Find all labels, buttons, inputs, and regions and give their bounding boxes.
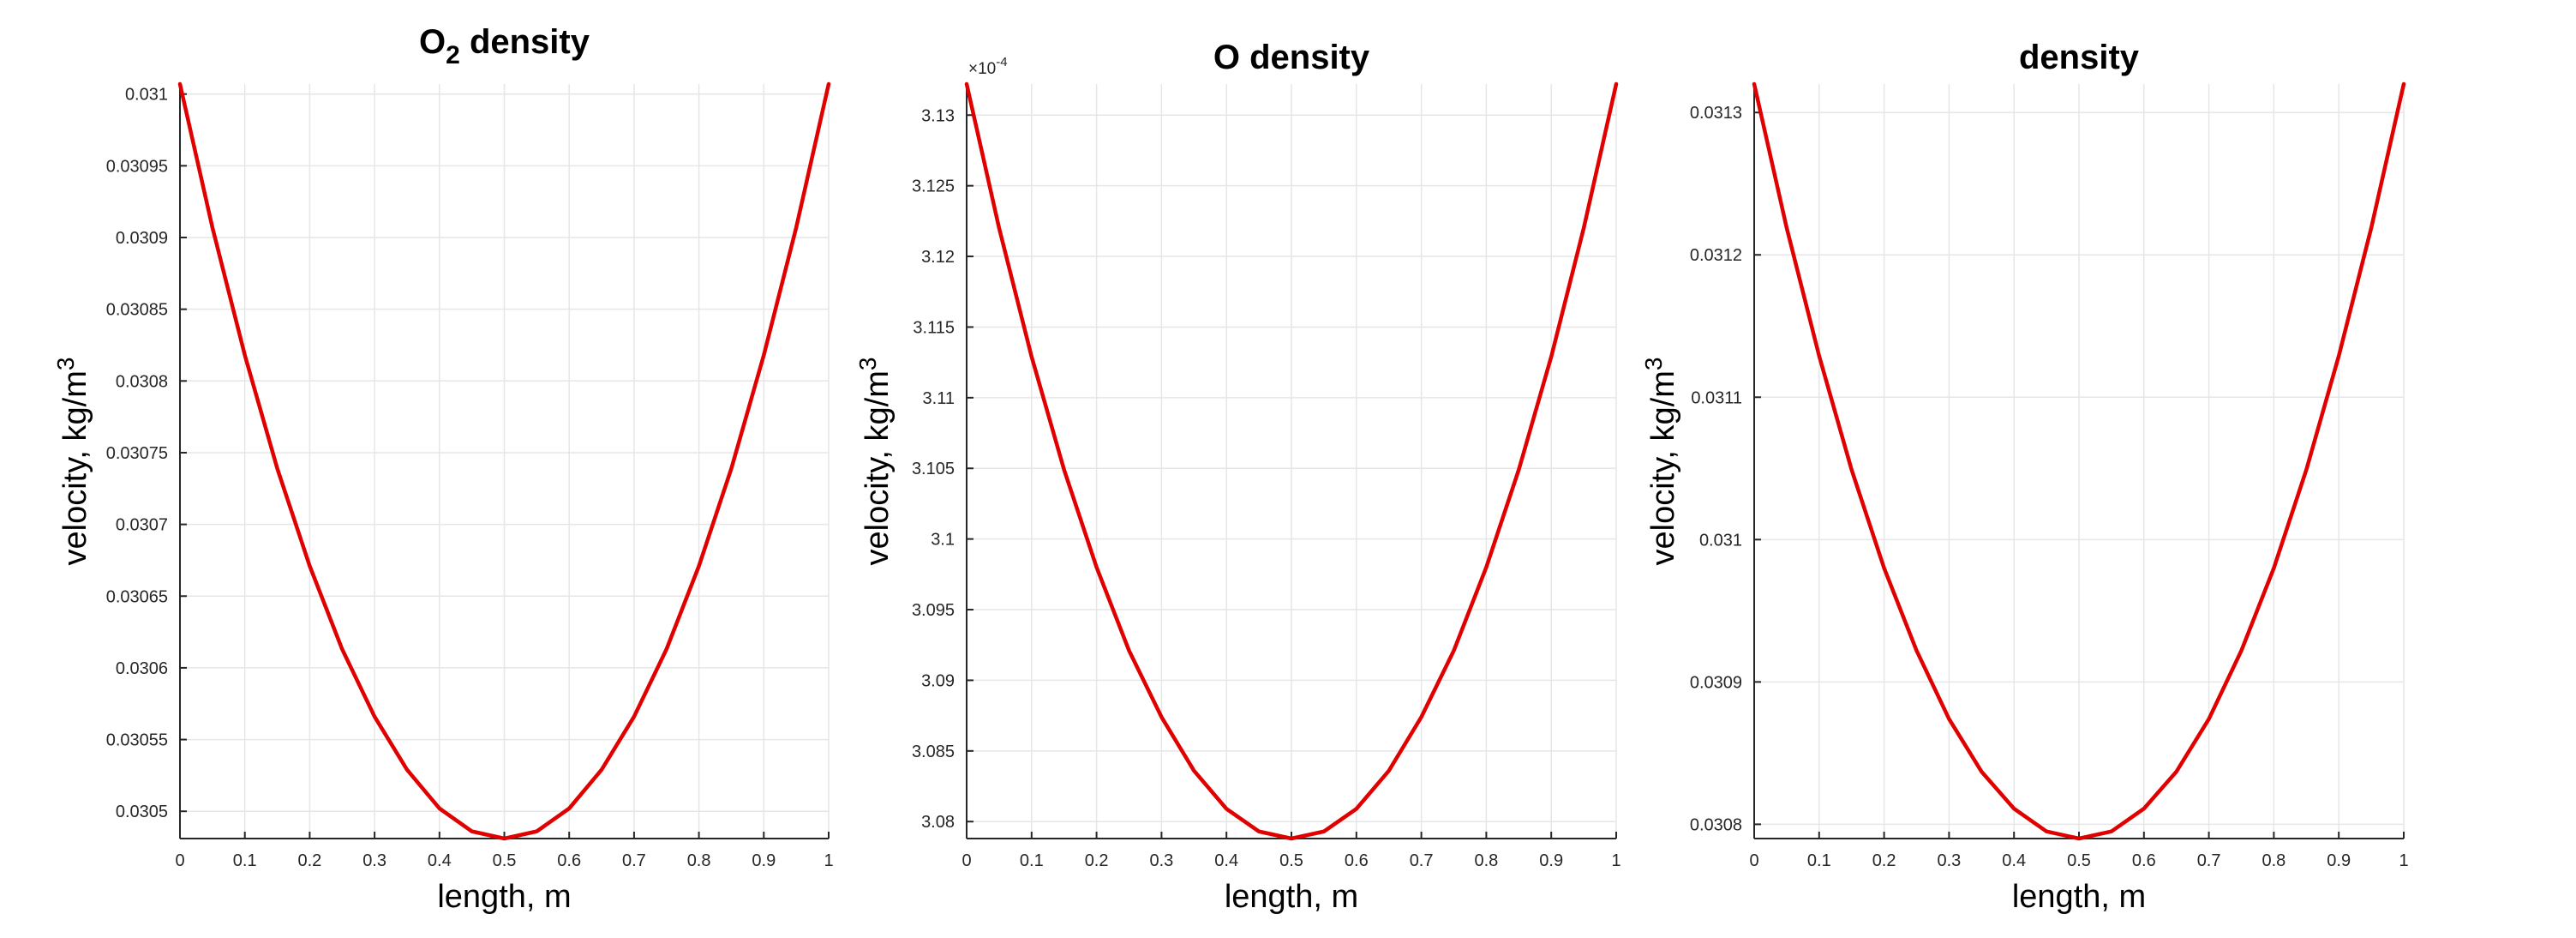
y-tick-label: 0.03085 xyxy=(106,301,168,320)
x-tick-label: 0.8 xyxy=(687,851,711,870)
y-tick-label: 3.13 xyxy=(921,106,955,125)
y-tick-label: 3.095 xyxy=(912,601,955,620)
chart-panel-2: 0 0.1 0.2 0.3 0.4 0.5 0.6 0.7 0.8 0.9 1 3.13 3.125 3.… xyxy=(854,39,1621,915)
x-tick-label: 0.9 xyxy=(2327,851,2351,870)
y-axis-label: velocity, kg/m3 xyxy=(1640,358,1681,566)
y-tick-label: 0.0309 xyxy=(1690,673,1742,692)
y-tick-label: 3.125 xyxy=(912,177,955,196)
y-tick-label: 3.085 xyxy=(912,743,955,761)
series-line xyxy=(177,81,831,841)
y-tick-label: 0.0306 xyxy=(116,659,168,678)
x-tick-label: 0.1 xyxy=(233,851,257,870)
y-axis-label: velocity, kg/m3 xyxy=(52,358,93,566)
x-axis-label: length, m xyxy=(437,879,571,915)
x-tick-label: 0.3 xyxy=(362,851,386,870)
y-tick-label: 0.03075 xyxy=(106,444,168,463)
y-tick-label: 0.0312 xyxy=(1690,246,1742,265)
x-tick-label: 1 xyxy=(1611,851,1620,870)
chart-title: O density xyxy=(1213,39,1370,76)
y-tick-label: 3.115 xyxy=(913,318,955,337)
y-tick-label: 0.03055 xyxy=(106,731,168,750)
y-tick-label: 3.11 xyxy=(923,389,955,408)
chart-panel-3: 0 0.1 0.2 0.3 0.4 0.5 0.6 0.7 0.8 0.9 1 0.0313 0.031… xyxy=(1640,39,2409,915)
x-tick-label: 0.7 xyxy=(622,851,646,870)
y-tick-label: 0.0307 xyxy=(116,516,168,535)
x-tick-label: 0.9 xyxy=(752,851,776,870)
x-tick-label: 0.6 xyxy=(2132,851,2156,870)
x-tick-label: 0.5 xyxy=(493,851,517,870)
y-tick-label: 3.105 xyxy=(912,460,955,478)
y-axis-label: velocity, kg/m3 xyxy=(854,358,896,566)
x-tick-label: 0.7 xyxy=(1410,851,1434,870)
series-line xyxy=(1752,81,2406,841)
x-tick-label: 1 xyxy=(824,851,833,870)
chart-panel-1: 0 0.1 0.2 0.3 0.4 0.5 0.6 0.7 0.8 0.9 1 0.031 0.0309… xyxy=(52,23,834,915)
y-tick-label: 0.03095 xyxy=(106,157,168,176)
x-tick-label: 0.9 xyxy=(1539,851,1563,870)
x-tick-label: 0.5 xyxy=(1279,851,1303,870)
y-tick-label: 3.09 xyxy=(921,671,955,690)
x-axis-label: length, m xyxy=(1225,879,1358,915)
x-tick-label: 0.5 xyxy=(2067,851,2091,870)
y-tick-label: 0.03065 xyxy=(106,587,168,606)
x-tick-label: 0 xyxy=(1749,851,1758,870)
x-tick-label: 0.6 xyxy=(557,851,581,870)
x-tick-label: 0.6 xyxy=(1345,851,1369,870)
x-tick-label: 0.2 xyxy=(1872,851,1896,870)
y-tick-label: 0.0308 xyxy=(1690,815,1742,834)
x-axis-label: length, m xyxy=(2012,879,2146,915)
y-tick-label: 3.12 xyxy=(921,248,955,267)
x-tick-label: 0.1 xyxy=(1807,851,1831,870)
x-tick-label: 0.8 xyxy=(2261,851,2285,870)
y-tick-label: 0.0308 xyxy=(116,372,168,391)
y-tick-label: 0.031 xyxy=(1699,531,1742,550)
y-tick-label: 3.1 xyxy=(931,531,955,550)
y-tick-label: 3.08 xyxy=(921,813,955,832)
y-exponent-label: ×10-4 xyxy=(968,55,1008,78)
y-tick-label: 0.0311 xyxy=(1691,388,1742,407)
y-tick-label: 0.0313 xyxy=(1690,104,1742,123)
y-tick-label: 0.031 xyxy=(125,86,168,105)
x-tick-label: 0.3 xyxy=(1937,851,1961,870)
x-tick-label: 0.3 xyxy=(1149,851,1173,870)
x-tick-label: 0.4 xyxy=(2002,851,2026,870)
x-tick-label: 0.7 xyxy=(2197,851,2221,870)
y-tick-label: 0.0309 xyxy=(116,229,168,248)
x-tick-label: 0 xyxy=(175,851,184,870)
x-tick-label: 0.4 xyxy=(428,851,452,870)
x-tick-label: 0.1 xyxy=(1020,851,1044,870)
x-tick-label: 0.2 xyxy=(297,851,321,870)
series-line xyxy=(964,81,1619,841)
x-tick-label: 0.4 xyxy=(1214,851,1238,870)
x-tick-label: 0.8 xyxy=(1474,851,1498,870)
x-tick-label: 0 xyxy=(962,851,971,870)
y-tick-label: 0.0305 xyxy=(116,803,168,821)
x-tick-label: 1 xyxy=(2399,851,2408,870)
x-tick-label: 0.2 xyxy=(1085,851,1109,870)
chart-title: O2 density xyxy=(419,23,590,69)
chart-title: density xyxy=(2019,39,2140,76)
